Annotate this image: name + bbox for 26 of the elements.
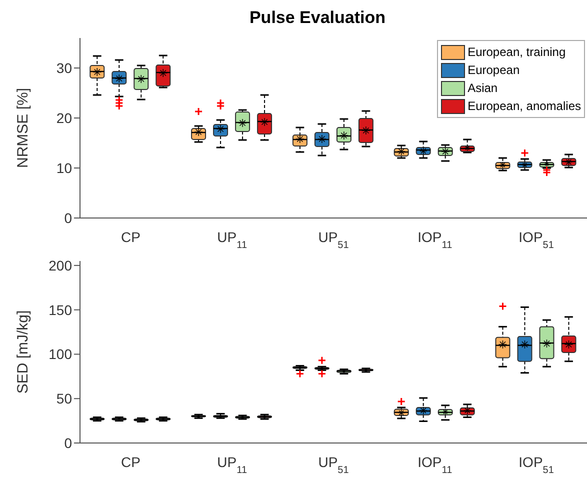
y-tick-label: 20 — [56, 110, 72, 126]
y-tick-label: 150 — [48, 302, 72, 318]
x-tick-label: UP$_{51}$ — [318, 454, 350, 476]
x-tick-label: IOP$_{51}$ — [518, 229, 554, 250]
y-tick-label: 10 — [56, 160, 72, 176]
legend-label: Asian — [468, 81, 498, 95]
x-tick-label: UP$_{51}$ — [318, 229, 350, 250]
y-axis-title: NRMSE [%] — [14, 88, 32, 168]
y-tick-label: 30 — [56, 60, 72, 76]
x-tick-label: IOP$_{11}$ — [418, 454, 453, 476]
y-tick-label: 0 — [64, 210, 72, 226]
y-axis-title: SED [mJ/kg] — [14, 310, 32, 394]
x-tick-label: CP — [120, 229, 140, 245]
y-tick-label: 50 — [56, 390, 72, 407]
x-tick-label: IOP$_{51}$ — [518, 454, 554, 476]
y-tick-label: 100 — [48, 346, 72, 362]
x-tick-label: CP — [120, 454, 140, 470]
legend-label: European, anomalies — [468, 99, 581, 113]
x-tick-label: UP$_{11}$ — [217, 454, 248, 476]
x-tick-label: IOP$_{11}$ — [418, 229, 453, 250]
y-tick-label: 200 — [48, 257, 72, 274]
legend-label: European, training — [468, 45, 566, 59]
x-tick-label: UP$_{11}$ — [217, 229, 248, 250]
y-tick-label: 0 — [64, 434, 72, 451]
legend-label: European — [468, 63, 520, 77]
chart-title: Pulse Evaluation — [248, 8, 387, 29]
